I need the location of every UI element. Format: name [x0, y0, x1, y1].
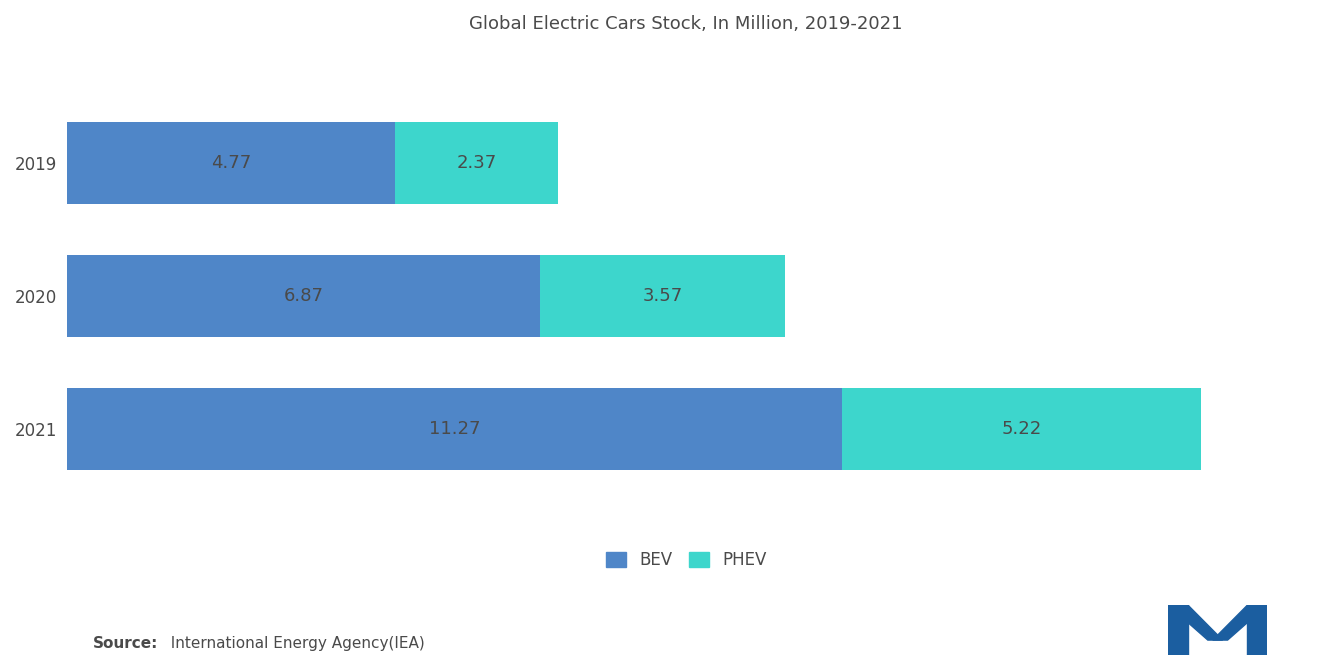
Text: 2.37: 2.37	[457, 154, 496, 172]
Legend: BEV, PHEV: BEV, PHEV	[599, 544, 774, 575]
Bar	[540, 255, 785, 337]
Text: International Energy Agency(IEA): International Energy Agency(IEA)	[161, 636, 425, 652]
Text: 5.22: 5.22	[1002, 420, 1041, 438]
Bar	[67, 255, 540, 337]
Bar	[842, 388, 1201, 470]
Bar	[395, 122, 558, 204]
Text: 6.87: 6.87	[284, 287, 323, 305]
Bar	[67, 122, 395, 204]
Text: 4.77: 4.77	[211, 154, 251, 172]
Polygon shape	[1247, 605, 1267, 655]
Text: 3.57: 3.57	[643, 287, 682, 305]
Bar	[67, 388, 842, 470]
Polygon shape	[1213, 605, 1267, 640]
Text: 11.27: 11.27	[429, 420, 480, 438]
Title: Global Electric Cars Stock, In Million, 2019-2021: Global Electric Cars Stock, In Million, …	[470, 15, 903, 33]
Text: Source:: Source:	[92, 636, 158, 652]
Polygon shape	[1168, 605, 1222, 640]
Polygon shape	[1168, 605, 1188, 655]
